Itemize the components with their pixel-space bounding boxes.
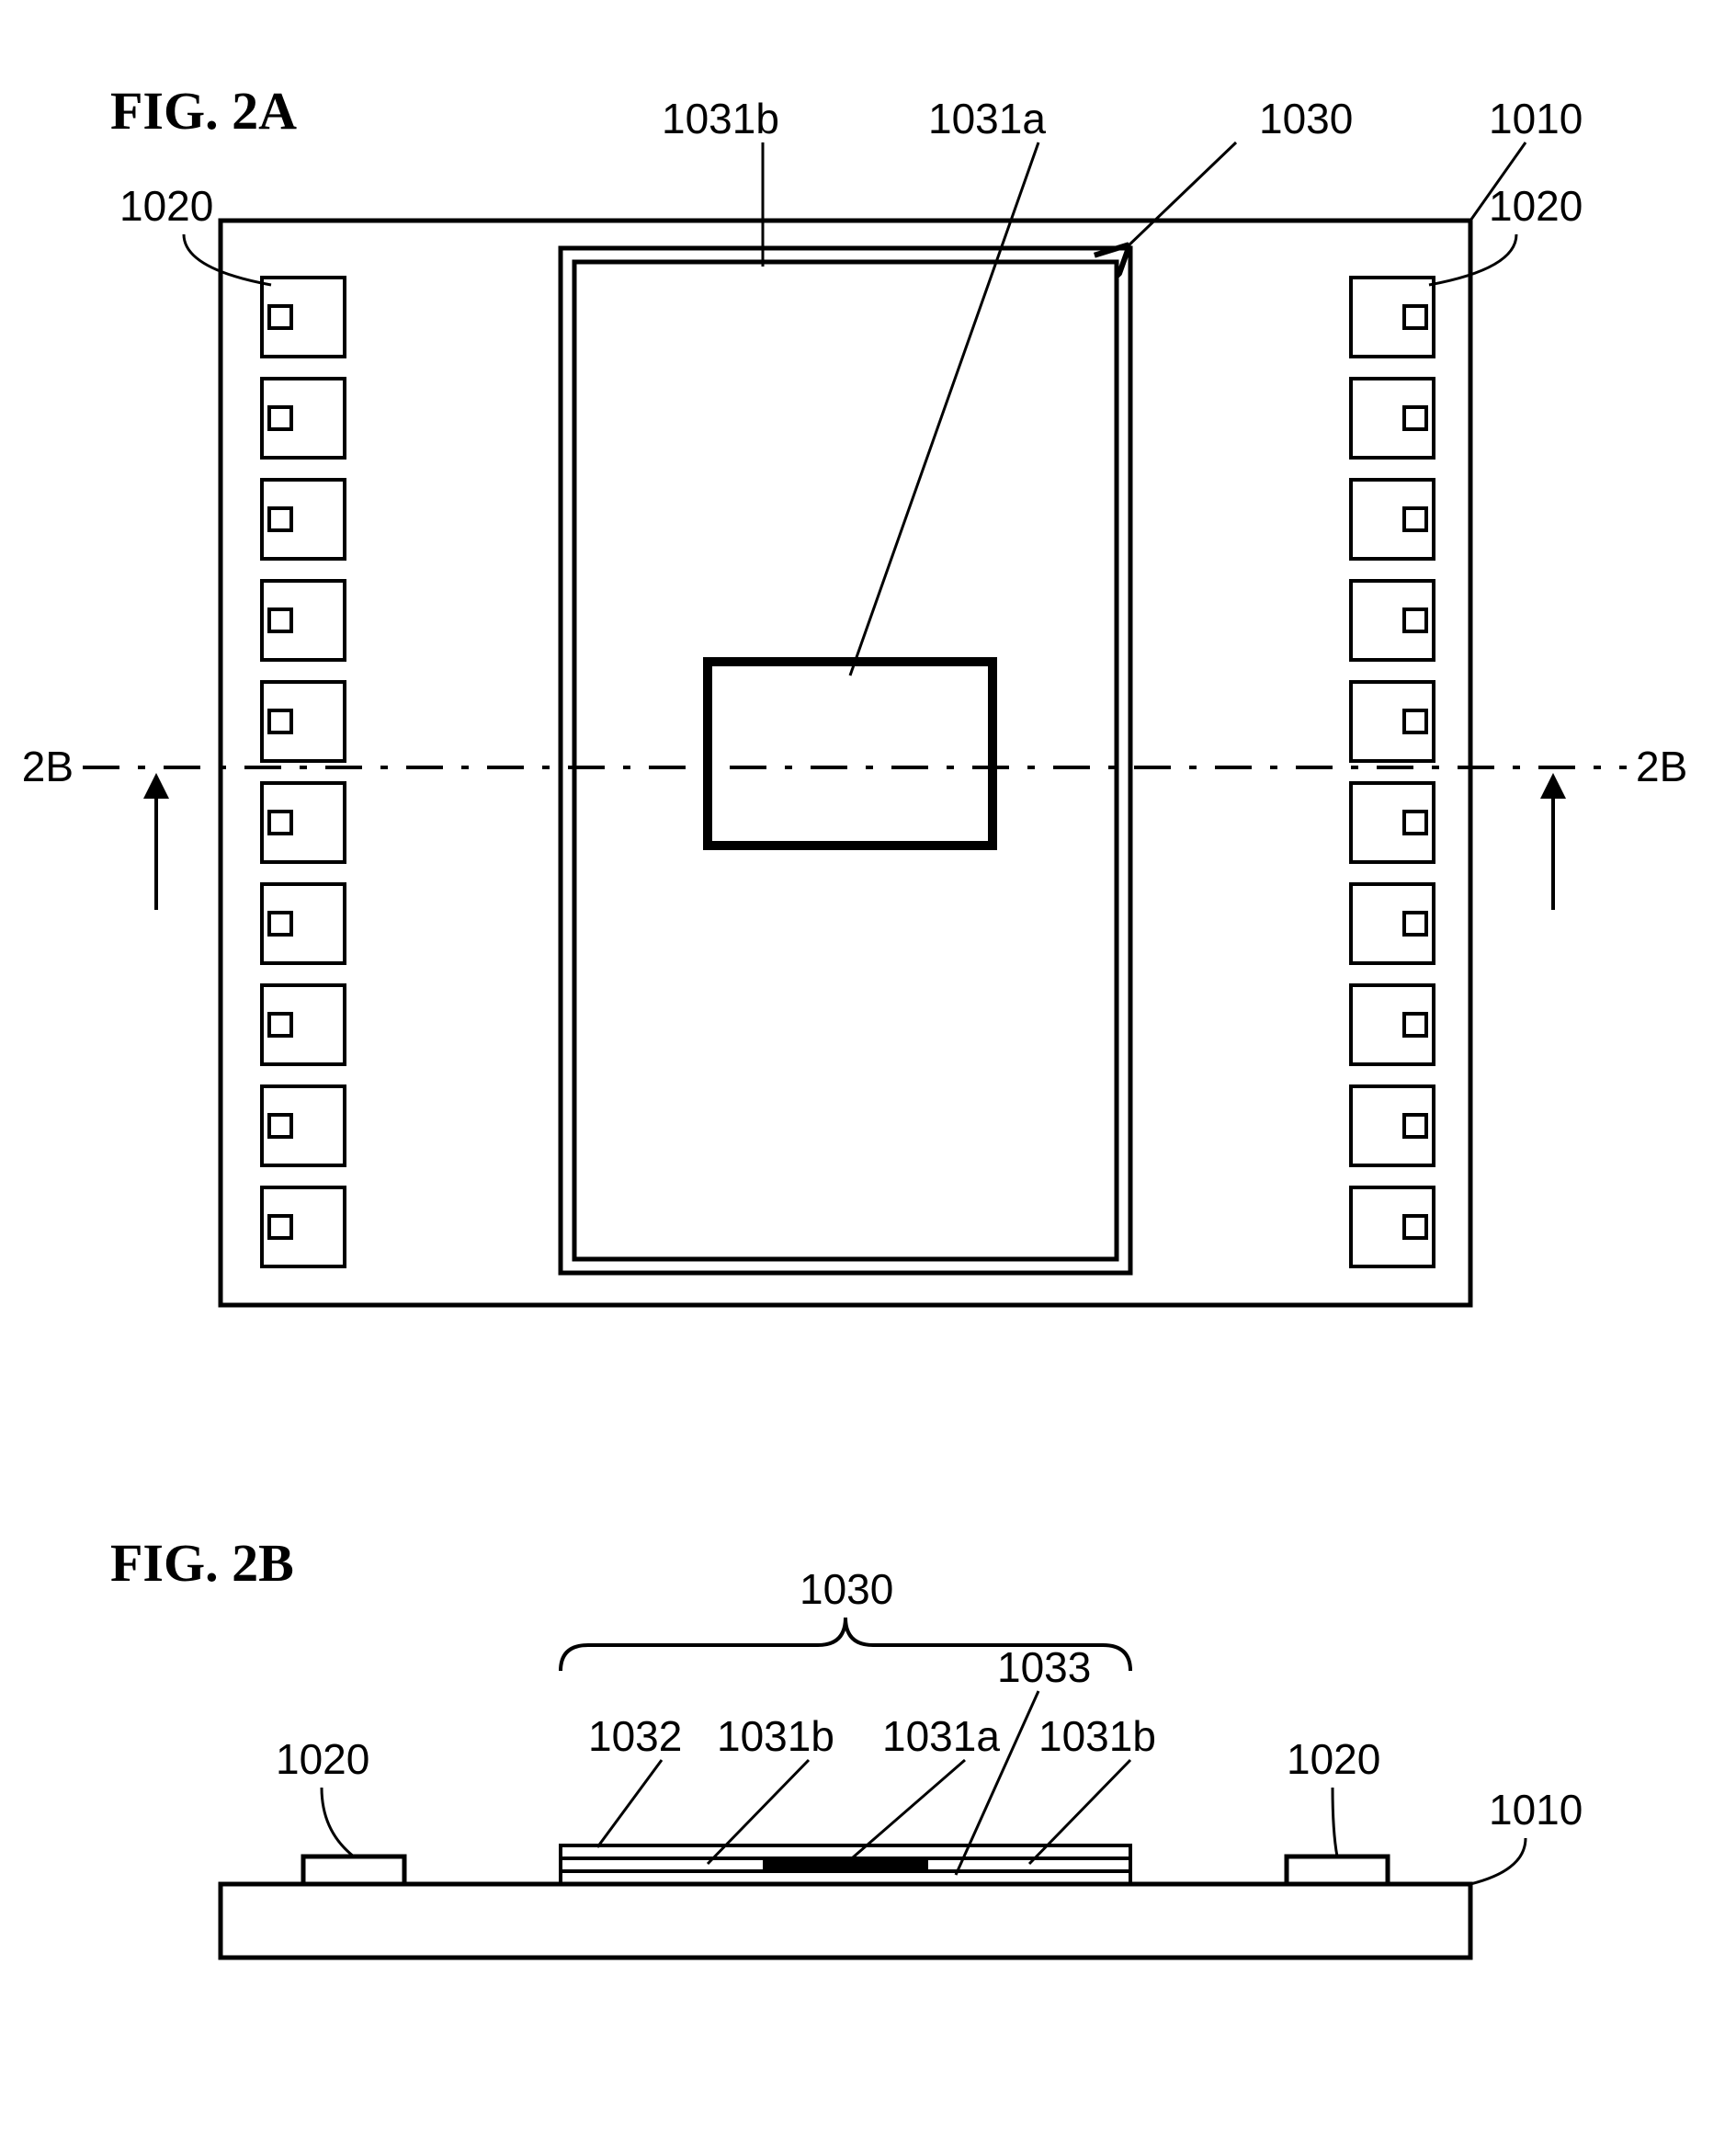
pad-left xyxy=(262,581,345,660)
ref-1032: 1032 xyxy=(588,1712,682,1760)
pad-left xyxy=(262,379,345,458)
pad-right xyxy=(1351,278,1434,357)
ref-1010: 1010 xyxy=(1489,95,1583,142)
ref-1031a: 1031a xyxy=(882,1712,1000,1760)
section-label-left: 2B xyxy=(22,743,74,790)
pad-left xyxy=(262,1187,345,1266)
ref-1020: 1020 xyxy=(276,1735,369,1783)
pad-left xyxy=(262,884,345,963)
ref-1030: 1030 xyxy=(800,1565,893,1613)
ref-1020: 1020 xyxy=(1489,182,1583,230)
pad-right xyxy=(1351,682,1434,761)
pad-right xyxy=(1351,884,1434,963)
pad-left xyxy=(262,278,345,357)
pad-right xyxy=(1351,985,1434,1064)
figure-2b: FIG. 2B 1030 1032 1031b 1031a 1033 1031b 1020 10… xyxy=(110,1533,1583,1958)
ref-1020: 1020 xyxy=(1287,1735,1380,1783)
ref-1031b: 1031b xyxy=(1038,1712,1156,1760)
pad-right xyxy=(1351,783,1434,862)
ref-1020: 1020 xyxy=(119,182,213,230)
figure-title: FIG. 2B xyxy=(110,1533,294,1593)
ref-1033: 1033 xyxy=(997,1643,1091,1691)
ref-1010: 1010 xyxy=(1489,1786,1583,1834)
ref-1031a: 1031a xyxy=(928,95,1046,142)
pad-right xyxy=(1351,1187,1434,1266)
pad-left xyxy=(262,783,345,862)
pad-left xyxy=(262,985,345,1064)
pad-left xyxy=(262,682,345,761)
figure-title: FIG. 2A xyxy=(110,81,297,141)
pad-left xyxy=(262,1086,345,1165)
pad-right xyxy=(1351,480,1434,559)
section-label-right: 2B xyxy=(1636,743,1687,790)
ref-1031b: 1031b xyxy=(662,95,779,142)
pad-right xyxy=(1351,379,1434,458)
figure-2a: FIG. 2A 2B 2B 1031b 1031a 1030 1010 1020 1020 xyxy=(22,81,1688,1305)
ref-1031b: 1031b xyxy=(717,1712,834,1760)
pad-right xyxy=(1351,581,1434,660)
pad-left xyxy=(262,480,345,559)
ref-1030: 1030 xyxy=(1259,95,1353,142)
pad-right xyxy=(1351,1086,1434,1165)
